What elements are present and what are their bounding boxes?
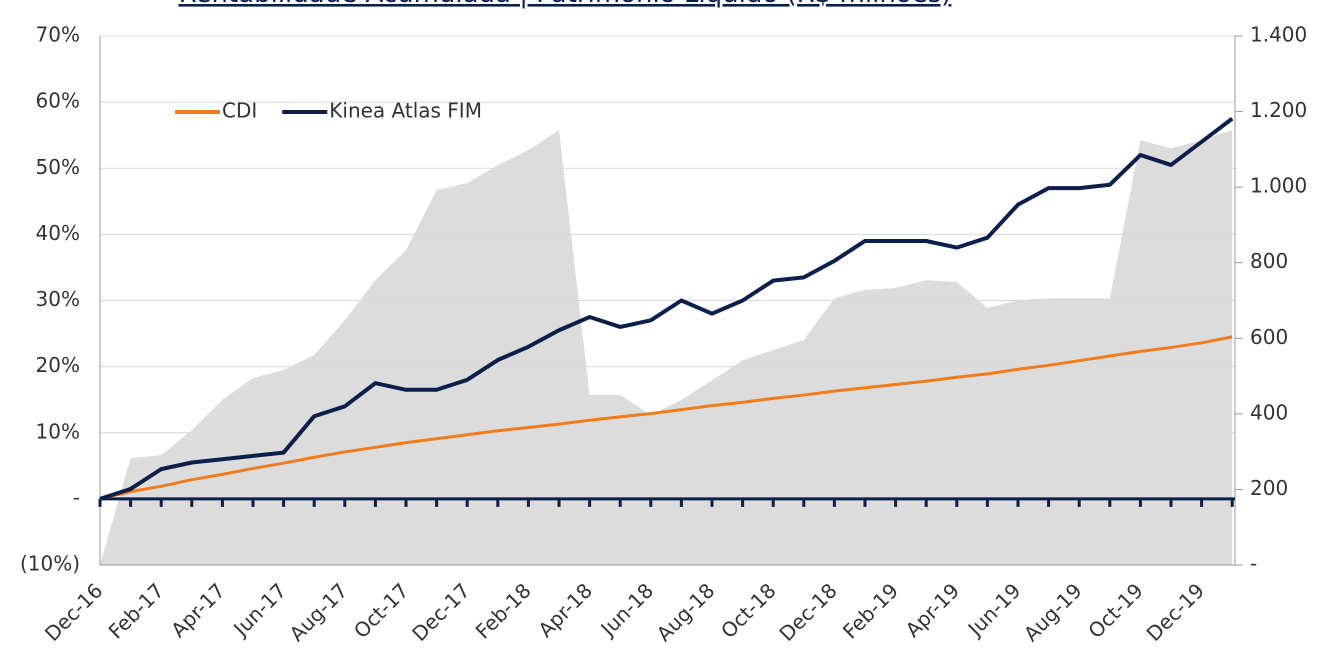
x-tick-label: Jun-17 (227, 578, 291, 642)
x-tick-label: Dec-19 (1142, 578, 1209, 645)
x-tick-label: Jun-19 (962, 578, 1026, 642)
x-tick-label: Feb-18 (471, 578, 536, 643)
x-tick-label: Apr-19 (901, 578, 965, 642)
y2-tick-label: 1.200 (1250, 98, 1307, 122)
x-tick-label: Aug-19 (1019, 578, 1087, 646)
x-tick-label: Oct-17 (349, 578, 414, 643)
y-tick-label: 30% (36, 287, 80, 311)
y-tick-label: 20% (36, 353, 80, 377)
x-tick-label: Feb-19 (838, 578, 903, 643)
y2-tick-label: 600 (1250, 325, 1288, 349)
y2-tick-label: - (1250, 552, 1257, 576)
y2-tick-label: 1.400 (1250, 23, 1307, 47)
x-tick-label: Feb-17 (104, 578, 169, 643)
y-tick-label: 70% (36, 23, 80, 47)
area (100, 130, 1233, 565)
y2-tick-label: 1.000 (1250, 174, 1307, 198)
y2-tick-label: 200 (1250, 476, 1288, 500)
y-tick-label: 40% (36, 221, 80, 245)
x-tick-label: Apr-17 (166, 578, 230, 642)
legend-label: CDI (222, 99, 257, 123)
x-tick-label: Dec-18 (774, 578, 841, 645)
y-tick-label: (10%) (20, 552, 80, 576)
legend-label: Kinea Atlas FIM (329, 99, 482, 123)
y-tick-label: 10% (36, 419, 80, 443)
x-tick-label: Oct-18 (716, 578, 781, 643)
x-tick-label: Dec-16 (40, 578, 107, 645)
x-tick-label: Dec-17 (407, 578, 474, 645)
line (99, 335, 1233, 501)
x-tick-label: Aug-17 (285, 578, 353, 646)
chart-title: Rentabilidade Acumulada | Patrimônio Líq… (179, 0, 952, 9)
y-tick-label: - (73, 485, 80, 509)
x-tick-label: Oct-19 (1083, 578, 1148, 643)
y-tick-label: 60% (36, 89, 80, 113)
y2-tick-label: 800 (1250, 249, 1288, 273)
x-tick-label: Jun-18 (595, 578, 659, 642)
x-tick-label: Apr-18 (533, 578, 597, 642)
y2-tick-label: 400 (1250, 400, 1288, 424)
line (99, 117, 1234, 501)
x-tick-label: Aug-18 (652, 578, 720, 646)
y-tick-label: 50% (36, 155, 80, 179)
